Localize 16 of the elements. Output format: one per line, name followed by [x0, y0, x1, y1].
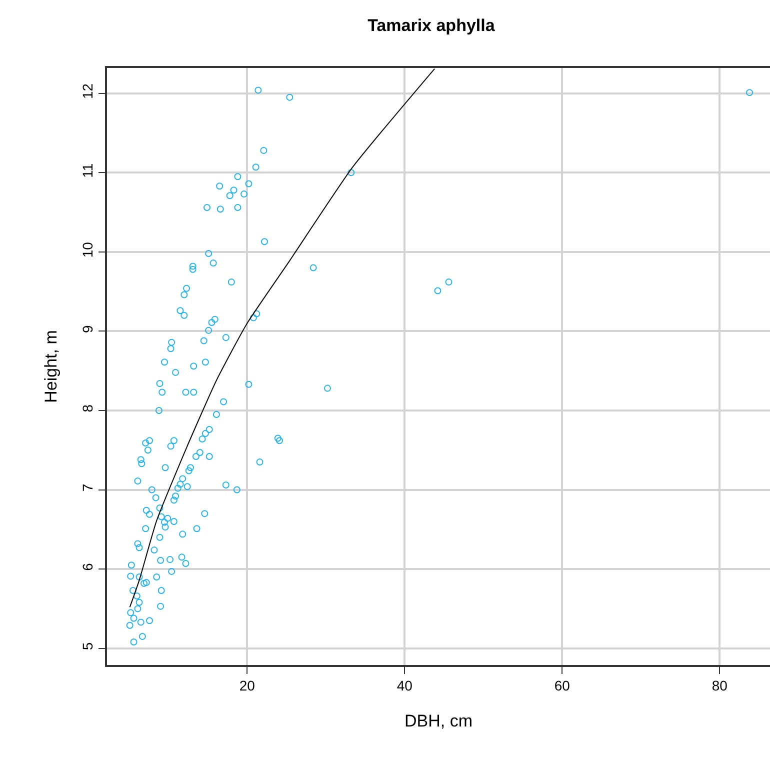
x-axis-title: DBH, cm: [404, 711, 472, 730]
y-axis-title: Height, m: [42, 330, 61, 403]
line-series: [129, 68, 436, 608]
y-tick-label: 10: [80, 242, 96, 258]
chart-title: Tamarix aphylla: [368, 16, 496, 36]
x-tick-label: 80: [712, 678, 728, 694]
x-tick-label: 20: [239, 678, 256, 694]
y-tick-label: 8: [80, 404, 96, 412]
y-tick-label: 12: [80, 83, 96, 100]
y-tick-label: 7: [80, 484, 96, 492]
y-tick-label: 11: [80, 163, 96, 178]
x-tick-label: 40: [396, 678, 413, 694]
y-tick-label: 9: [80, 325, 96, 334]
y-tick-label: 5: [80, 642, 96, 650]
x-tick-label: 60: [554, 678, 570, 694]
y-tick-label: 6: [80, 562, 96, 571]
